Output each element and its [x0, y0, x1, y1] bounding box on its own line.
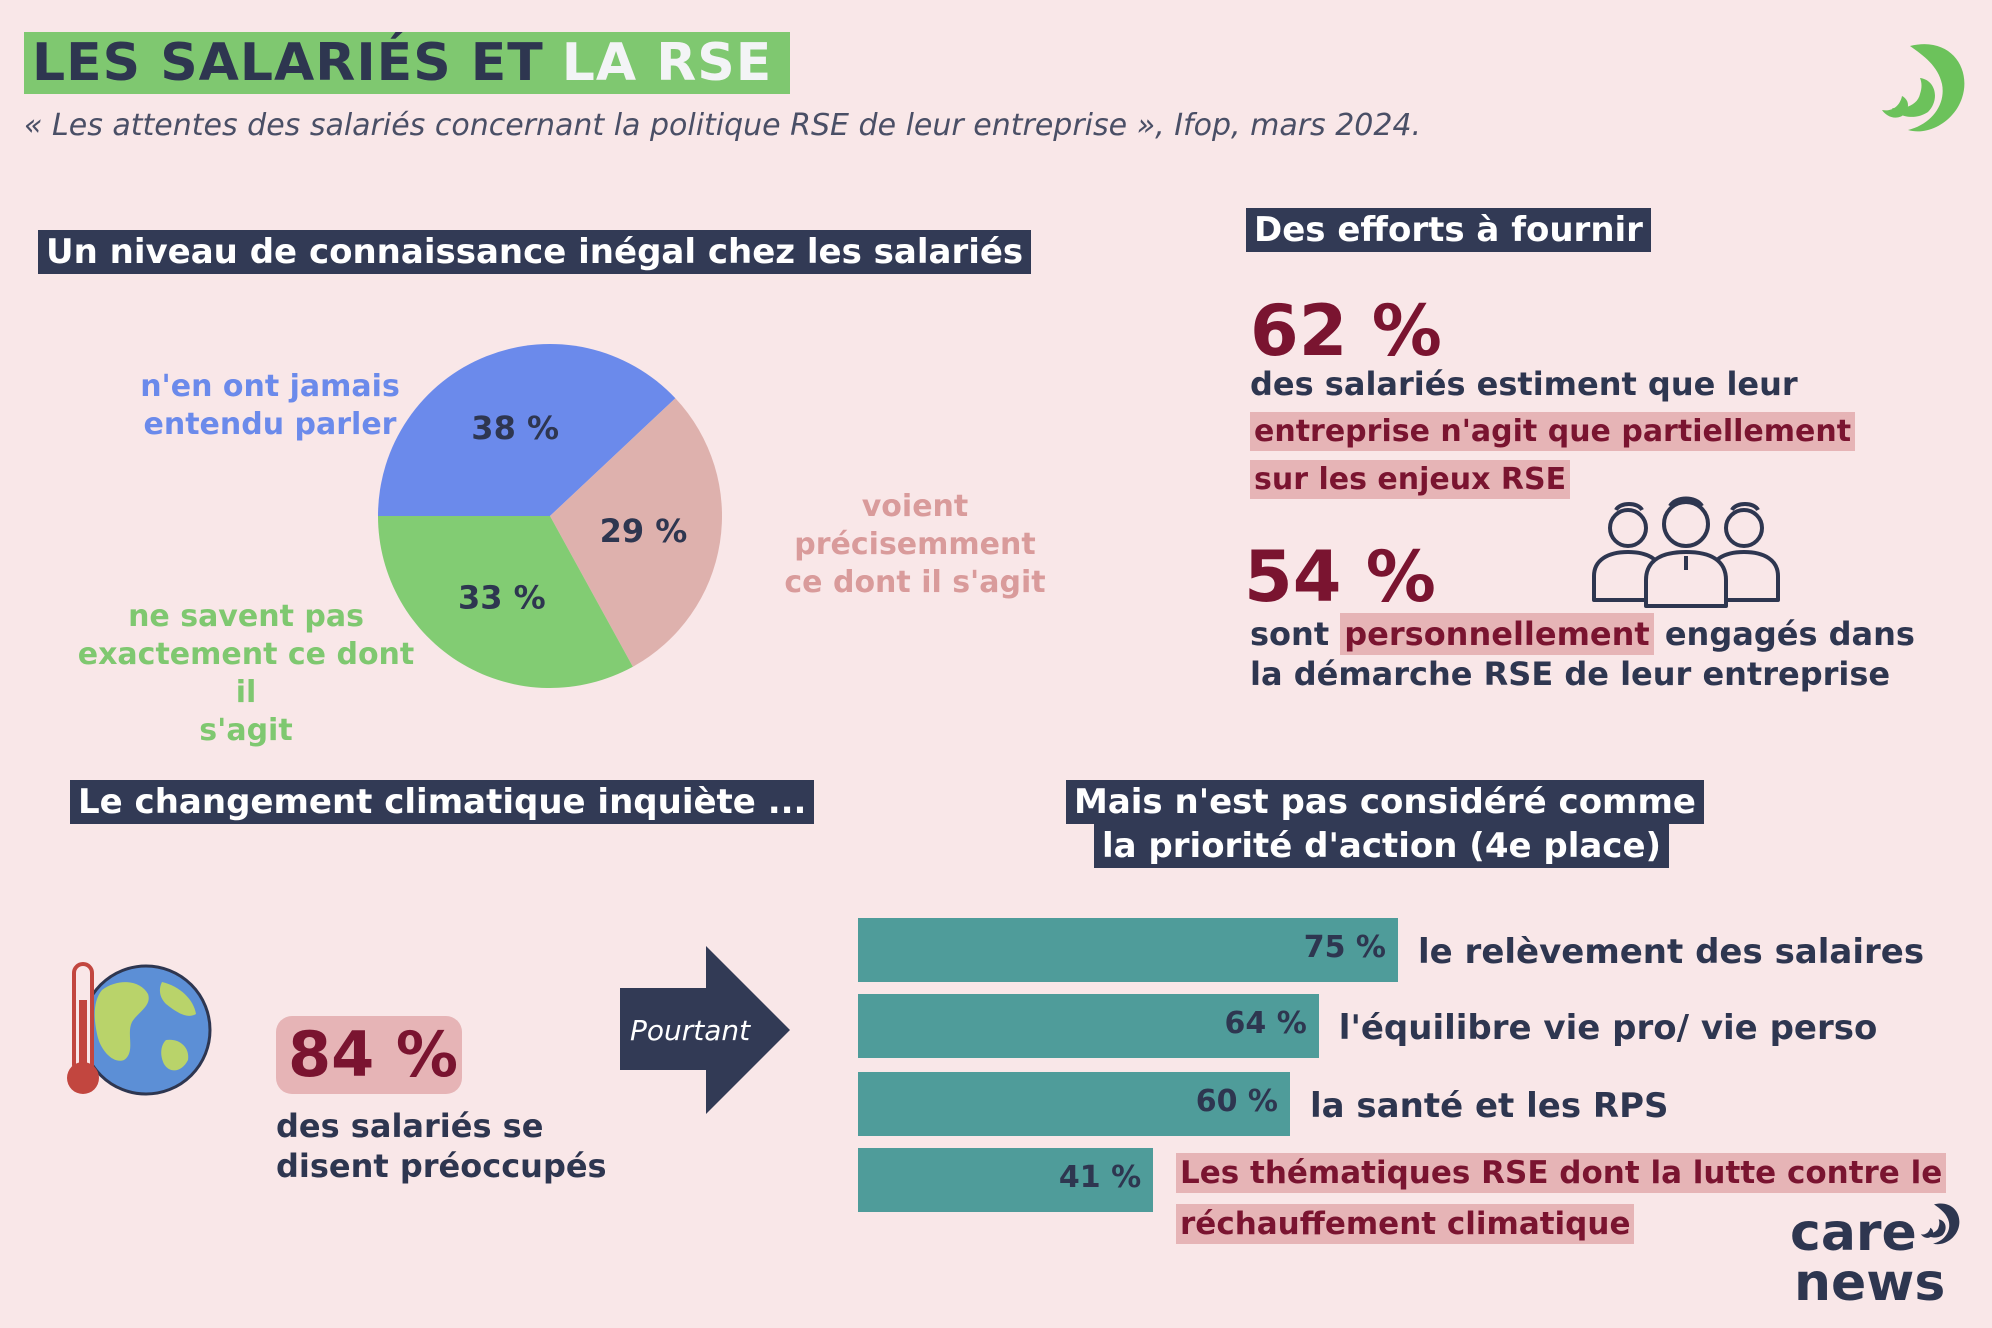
page-subtitle: « Les attentes des salariés concernant l…	[24, 108, 1422, 143]
stat-62-value: 62 %	[1250, 290, 1442, 372]
section-efforts-title: Des efforts à fournir	[1246, 208, 1651, 252]
bar-label-2: l'équilibre vie pro/ vie perso	[1338, 1008, 1878, 1048]
stat-84-badge	[276, 1016, 462, 1094]
logo-line2: news	[1794, 1253, 1946, 1313]
knowledge-pie-chart: 38 % 29 % 33 %	[378, 344, 723, 688]
bar-3	[858, 1072, 1290, 1136]
carenews-leaf-icon	[1920, 1203, 1960, 1245]
bar-1-value: 75 %	[1303, 930, 1386, 965]
leaf-logo-icon	[1882, 44, 1965, 132]
pie-legend-never-heard-line1: n'en ont jamais	[140, 369, 400, 404]
pie-legend-know-precisely: voient précisemment ce dont il s'agit	[740, 488, 1090, 602]
stat-84-value: 84 %	[288, 1018, 458, 1091]
pie-legend-never-heard: n'en ont jamais entendu parler	[120, 368, 420, 444]
pie-legend-know-precisely-line2: ce dont il s'agit	[784, 565, 1046, 600]
right-arrow-icon	[620, 946, 790, 1114]
section-priority-title-line1: Mais n'est pas considéré comme	[1066, 780, 1704, 824]
thermometer-globe-icon	[67, 962, 212, 1096]
pie-slice-never-heard	[378, 344, 676, 516]
pie-legend-unsure-line1: ne savent pas	[128, 599, 364, 634]
pie-slice-unsure	[378, 516, 633, 688]
bar-label-4-line2: réchauffement climatique	[1176, 1204, 1635, 1244]
stat-62-highlight: entreprise n'agit que partiellement sur …	[1250, 410, 1856, 506]
pie-legend-unsure-line2: exactement ce dont il	[77, 637, 415, 710]
stat-62-highlight-line2: sur les enjeux RSE	[1250, 460, 1571, 499]
page-title: LES SALARIÉS ET LA RSE	[24, 32, 791, 94]
stat-62-highlight-line1: entreprise n'agit que partiellement	[1250, 412, 1856, 451]
arrow-label: Pourtant	[630, 1014, 751, 1047]
pie-slice-never-heard-label: 38 %	[471, 409, 559, 447]
stat-54-pre: sont	[1250, 615, 1330, 653]
pie-legend-unsure: ne savent pas exactement ce dont il s'ag…	[66, 598, 426, 750]
pie-legend-never-heard-line2: entendu parler	[143, 407, 397, 442]
stat-54-post: engagés dans	[1664, 615, 1915, 653]
pie-legend-unsure-line3: s'agit	[199, 713, 293, 748]
bar-label-3: la santé et les RPS	[1310, 1086, 1669, 1126]
bar-label-1: le relèvement des salaires	[1418, 932, 1925, 972]
stat-84-line2: disent préoccupés	[276, 1147, 607, 1185]
bar-label-4: Les thématiques RSE dont la lutte contre…	[1176, 1150, 1947, 1252]
bar-2-value: 64 %	[1224, 1006, 1307, 1041]
pie-slice-know-precisely-label: 29 %	[600, 512, 688, 550]
bar-4	[858, 1148, 1154, 1212]
section-knowledge-title: Un niveau de connaissance inégal chez le…	[38, 230, 1032, 274]
section-priority-title: Mais n'est pas considéré comme	[1066, 780, 1704, 824]
stat-54-text-line2: la démarche RSE de leur entreprise	[1250, 655, 1891, 693]
title-part-2: LA RSE	[561, 33, 773, 93]
title-part-1: LES SALARIÉS ET	[32, 33, 544, 93]
pie-legend-know-precisely-line1: voient précisemment	[794, 489, 1036, 562]
carenews-logo: care news	[1790, 1203, 1946, 1313]
bar-2	[858, 994, 1319, 1058]
stat-54-highlight: personnellement	[1340, 613, 1654, 655]
stat-54-value: 54 %	[1244, 536, 1436, 618]
people-group-icon	[1592, 496, 1780, 608]
section-climate-title: Le changement climatique inquiète ...	[70, 780, 815, 824]
pie-slice-unsure-label: 33 %	[458, 578, 546, 616]
stat-62-text: des salariés estiment que leur	[1250, 365, 1798, 403]
bar-4-value: 41 %	[1058, 1160, 1142, 1195]
section-priority-title-line2: la priorité d'action (4e place)	[1094, 824, 1670, 868]
bar-1	[858, 918, 1398, 982]
stat-54-text-line1: sont personnellement engagés dans	[1250, 612, 1915, 656]
bar-3-value: 60 %	[1195, 1084, 1278, 1119]
pie-slice-know-precisely	[550, 398, 723, 667]
bar-label-4-line1: Les thématiques RSE dont la lutte contre…	[1176, 1153, 1947, 1193]
logo-line1: care	[1790, 1203, 1917, 1263]
stat-84-line1: des salariés se	[276, 1107, 544, 1145]
